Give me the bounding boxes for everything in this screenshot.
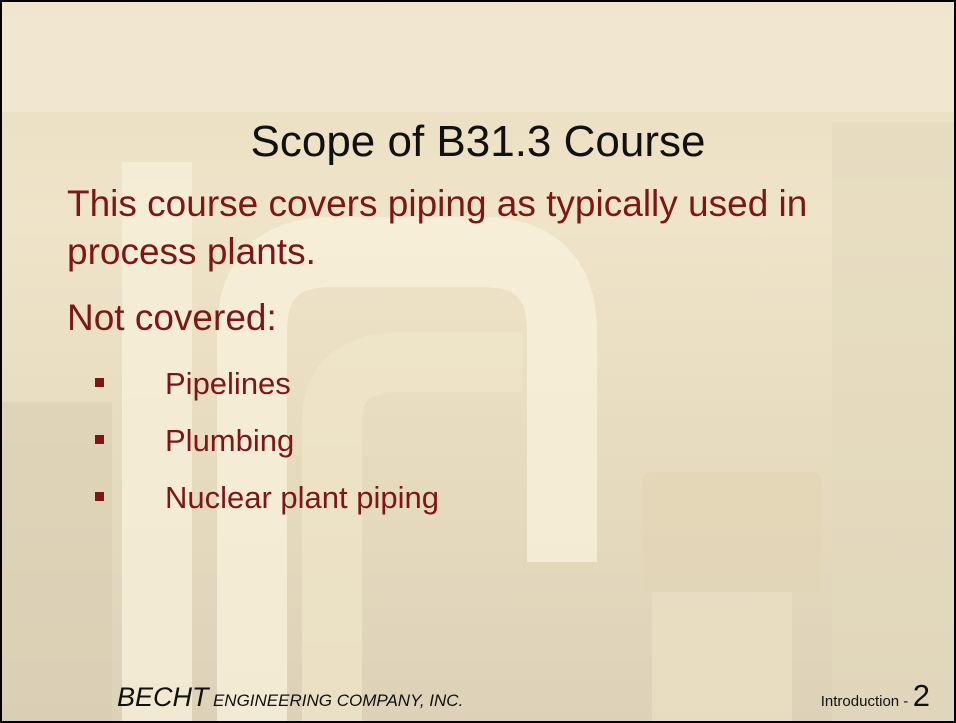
bullet-marker bbox=[95, 378, 104, 387]
company-name: BECHT bbox=[117, 682, 209, 712]
bullet-marker bbox=[95, 435, 104, 444]
slide: Scope of B31.3 Course This course covers… bbox=[0, 0, 956, 723]
bullet-marker bbox=[95, 492, 104, 501]
bullet-item: Pipelines bbox=[165, 366, 291, 402]
page: Scope of B31.3 Course This course covers… bbox=[0, 0, 956, 723]
paragraph: This course covers piping as typically u… bbox=[67, 180, 897, 276]
slide-title: Scope of B31.3 Course bbox=[2, 117, 954, 167]
company-suffix: ENGINEERING COMPANY, INC. bbox=[213, 691, 463, 710]
paragraph: Not covered: bbox=[67, 294, 277, 342]
bullet-item: Plumbing bbox=[165, 423, 294, 459]
bullet-text: Plumbing bbox=[165, 423, 294, 458]
bullet-text: Nuclear plant piping bbox=[165, 480, 439, 515]
bullet-item: Nuclear plant piping bbox=[165, 480, 439, 516]
bullet-text: Pipelines bbox=[165, 366, 291, 401]
footer-page: Introduction - 2 bbox=[821, 678, 930, 714]
page-number: 2 bbox=[913, 678, 930, 713]
section-label: Introduction - bbox=[821, 693, 909, 710]
background-photo bbox=[2, 2, 954, 721]
footer-company: BECHT ENGINEERING COMPANY, INC. bbox=[117, 682, 463, 713]
